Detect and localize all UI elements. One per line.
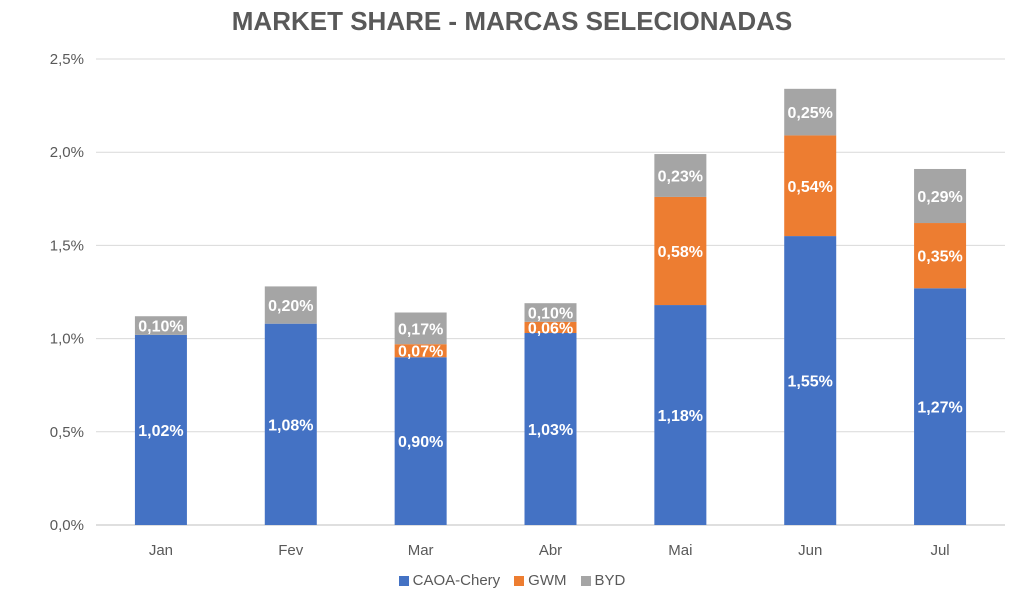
bar-byd <box>524 303 577 322</box>
data-label: 0,25% <box>788 105 833 122</box>
bar-gwm <box>524 321 577 334</box>
bar-gwm <box>654 196 707 306</box>
legend-label-byd: BYD <box>594 572 626 589</box>
bar-caoa-chery <box>134 334 187 525</box>
bar-gwm <box>394 344 447 358</box>
data-label: 0,10% <box>528 306 573 323</box>
x-tick-label: Mar <box>408 542 434 559</box>
y-tick-label: 1,5% <box>50 237 84 254</box>
data-label: 0,54% <box>788 179 833 196</box>
bar-byd <box>654 154 707 197</box>
data-label: 1,55% <box>788 374 833 391</box>
legend-item-caoa-chery: CAOA-Chery <box>398 572 501 589</box>
x-tick-label: Jun <box>798 542 822 559</box>
legend-item-gwm: GWM <box>514 572 567 589</box>
legend-item-byd: BYD <box>580 572 626 589</box>
legend-swatch-caoa-chery <box>398 575 409 586</box>
data-label: 0,06% <box>528 320 573 337</box>
bar-byd <box>394 312 447 345</box>
data-label: 0,23% <box>658 169 703 186</box>
x-tick-label: Fev <box>278 542 304 559</box>
legend-label-caoa-chery: CAOA-Chery <box>412 572 501 589</box>
bar-caoa-chery <box>654 305 707 525</box>
x-tick-label: Mai <box>668 542 692 559</box>
bar-caoa-chery <box>394 357 447 525</box>
bar-byd <box>914 168 967 224</box>
data-label: 0,17% <box>398 321 443 338</box>
legend-label-gwm: GWM <box>528 572 567 589</box>
data-label: 0,10% <box>138 319 183 336</box>
data-label: 0,90% <box>398 434 443 451</box>
data-label: 1,02% <box>138 423 183 440</box>
bar-gwm <box>784 135 837 237</box>
legend-swatch-gwm <box>514 575 525 586</box>
legend: CAOA-Chery GWM BYD <box>0 572 1024 589</box>
data-label: 0,07% <box>398 344 443 361</box>
data-label: 0,58% <box>658 244 703 261</box>
y-tick-label: 0,0% <box>50 517 84 534</box>
bar-byd <box>784 88 837 136</box>
data-label: 1,08% <box>268 417 313 434</box>
x-tick-label: Abr <box>539 542 562 559</box>
bar-caoa-chery <box>524 333 577 525</box>
bar-gwm <box>914 223 967 289</box>
chart-title: MARKET SHARE - MARCAS SELECIONADAS <box>231 6 793 36</box>
y-tick-label: 0,5% <box>50 424 84 441</box>
data-label: 1,18% <box>658 408 703 425</box>
bar-caoa-chery <box>264 323 317 525</box>
data-label: 1,27% <box>917 400 962 417</box>
legend-swatch-byd <box>580 575 591 586</box>
y-tick-label: 2,0% <box>50 144 84 161</box>
x-tick-label: Jul <box>930 542 949 559</box>
bar-byd <box>264 286 317 324</box>
bar-caoa-chery <box>914 288 967 525</box>
x-tick-label: Jan <box>149 542 173 559</box>
bar-byd <box>134 316 187 335</box>
data-label: 0,35% <box>917 249 962 266</box>
data-label: 0,20% <box>268 298 313 315</box>
y-tick-label: 1,0% <box>50 331 84 348</box>
y-tick-label: 2,5% <box>50 51 84 68</box>
bar-caoa-chery <box>784 236 837 525</box>
data-label: 0,29% <box>917 189 962 206</box>
data-label: 1,03% <box>528 422 573 439</box>
